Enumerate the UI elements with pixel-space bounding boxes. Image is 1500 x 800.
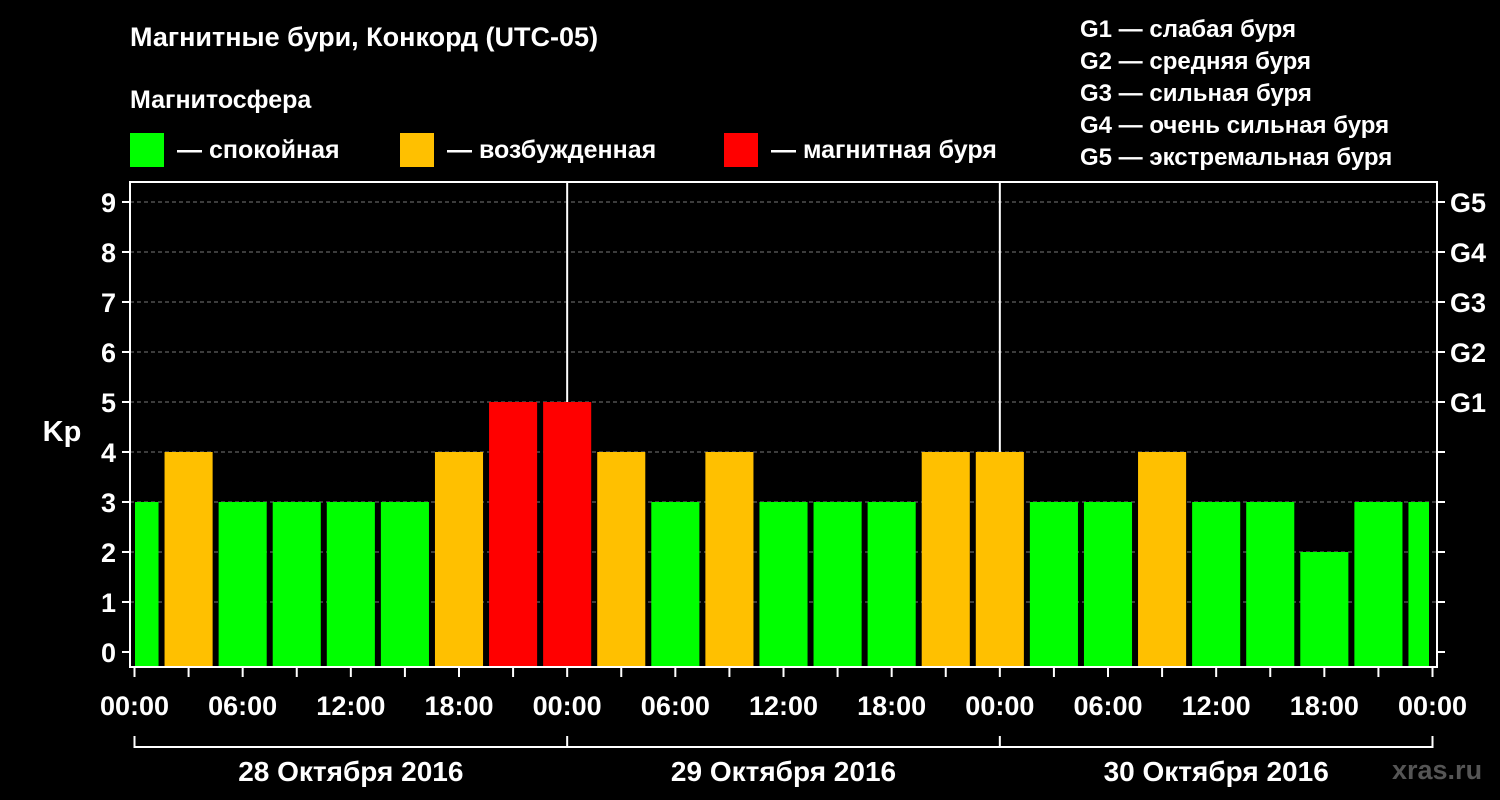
legend-quiet: — спокойная (130, 133, 340, 167)
y-tick-label: 5 (101, 388, 116, 418)
g-tick-label: G2 (1450, 338, 1486, 368)
chart-title: Магнитные бури, Конкорд (UTC-05) (130, 22, 599, 52)
g-scale-legend: G1 — слабая буря G2 — средняя буря G3 — … (1080, 14, 1392, 174)
x-tick-label: 18:00 (424, 691, 493, 721)
g-scale-item: G3 — сильная буря (1080, 80, 1312, 107)
x-tick-label: 00:00 (965, 691, 1034, 721)
date-label: 30 Октября 2016 (1104, 756, 1329, 787)
y-tick-label: 1 (101, 588, 116, 618)
legend-active-label: — возбужденная (447, 135, 657, 164)
x-tick-label: 06:00 (1073, 691, 1142, 721)
date-label: 28 Октября 2016 (238, 756, 463, 787)
date-label: 29 Октября 2016 (671, 756, 896, 787)
g-tick-label: G4 (1450, 238, 1486, 268)
kp-bar (1029, 502, 1078, 667)
g-scale-item: G5 — экстремальная буря (1080, 144, 1393, 171)
y-tick-label: 3 (101, 488, 116, 518)
x-tick-label: 12:00 (1182, 691, 1251, 721)
kp-bar (135, 502, 159, 667)
x-tick-label: 12:00 (749, 691, 818, 721)
legend-active: — возбужденная (400, 133, 656, 167)
kp-bar (975, 452, 1024, 667)
x-tick-label: 00:00 (1398, 691, 1467, 721)
kp-bar (813, 502, 862, 667)
g-tick-label: G3 (1450, 288, 1486, 318)
kp-bar (164, 452, 213, 667)
kp-bar (1192, 502, 1241, 667)
g-tick-label: G5 (1450, 188, 1486, 218)
kp-bar (867, 502, 916, 667)
kp-bar (543, 402, 592, 667)
kp-bar (1246, 502, 1295, 667)
x-tick-label: 12:00 (316, 691, 385, 721)
kp-bar (759, 502, 808, 667)
kp-bar (651, 502, 700, 667)
y-axis-label: Kp (43, 416, 82, 448)
kp-bar (1354, 502, 1403, 667)
y-tick-label: 8 (101, 238, 116, 268)
x-tick-label: 00:00 (100, 691, 169, 721)
legend-quiet-swatch (130, 133, 164, 167)
y-tick-label: 7 (101, 288, 116, 318)
axes-layer: 0 1 2 3 4 5 6 7 8 9 G1 G2 G3 G4 G5 00:00 06:00 12:00 18:00… (100, 181, 1486, 787)
kp-bar (489, 402, 538, 667)
y-tick-label: 0 (101, 638, 116, 668)
x-tick-label: 00:00 (533, 691, 602, 721)
bars-layer (135, 402, 1429, 667)
kp-bar (272, 502, 321, 667)
x-tick-label: 18:00 (1290, 691, 1359, 721)
kp-bar (326, 502, 375, 667)
x-tick-label: 18:00 (857, 691, 926, 721)
kp-bar (434, 452, 484, 667)
x-tick-label: 06:00 (208, 691, 277, 721)
y-tick-label: 9 (101, 188, 116, 218)
kp-bar (1138, 452, 1187, 667)
y-tick-label: 6 (101, 338, 116, 368)
kp-bar (380, 502, 429, 667)
kp-bar (597, 452, 646, 667)
chart-subtitle: Магнитосфера (130, 86, 312, 114)
legend-storm-swatch (724, 133, 758, 167)
watermark: xras.ru (1392, 755, 1483, 785)
legend-active-swatch (400, 133, 434, 167)
g-scale-item: G4 — очень сильная буря (1080, 112, 1390, 139)
kp-bar (1408, 502, 1429, 667)
kp-bar (1083, 502, 1133, 667)
legend-storm-label: — магнитная буря (771, 135, 997, 164)
kp-bar (218, 502, 267, 667)
legend-quiet-label: — спокойная (177, 135, 340, 164)
kp-bar (705, 452, 754, 667)
g-scale-item: G2 — средняя буря (1080, 48, 1311, 75)
y-tick-label: 4 (101, 438, 116, 468)
kp-bar (1300, 552, 1349, 667)
kp-bar (921, 452, 970, 667)
x-tick-label: 06:00 (641, 691, 710, 721)
legend-storm: — магнитная буря (724, 133, 997, 167)
g-tick-label: G1 (1450, 388, 1486, 418)
y-tick-label: 2 (101, 538, 116, 568)
g-scale-item: G1 — слабая буря (1080, 16, 1297, 43)
